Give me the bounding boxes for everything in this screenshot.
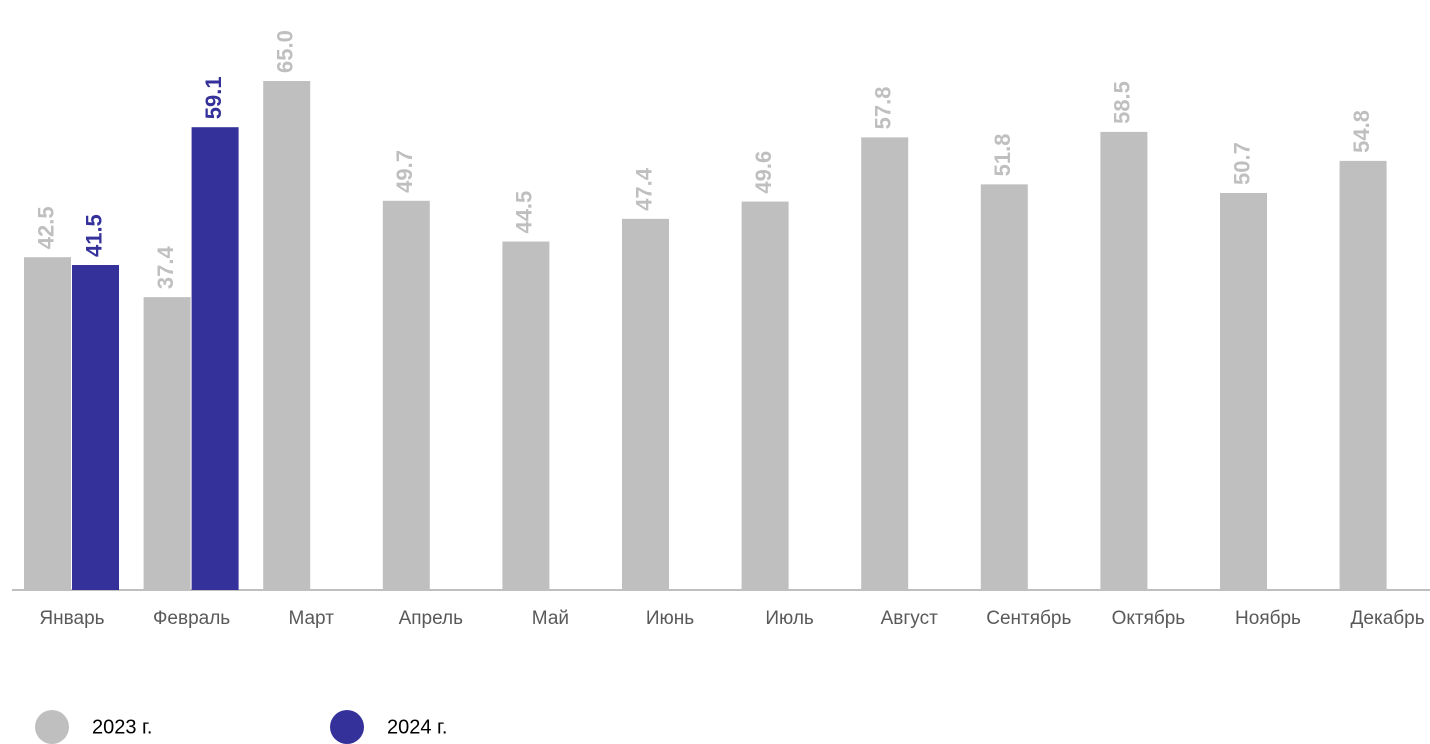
value-label: 51.8 [990,134,1015,177]
x-tick-label: Апрель [399,608,464,629]
value-label: 37.4 [153,246,178,290]
bar [1339,160,1387,590]
bar [741,201,789,590]
legend-label: 2023 г. [92,716,152,738]
bar [861,137,909,591]
value-label: 65.0 [273,30,298,73]
value-label: 42.5 [33,206,58,249]
value-label: 47.4 [631,167,656,211]
x-tick-label: Февраль [153,608,230,629]
value-label: 54.8 [1349,110,1374,153]
bar [502,241,550,590]
value-label: 59.1 [201,76,226,119]
x-tick-label: Июль [765,608,814,629]
bar [980,184,1028,590]
bar [191,127,239,590]
bar [263,81,311,590]
bar [72,265,119,590]
bar [143,297,191,590]
x-tick-label: Декабрь [1351,608,1425,629]
legend-marker [35,710,69,744]
bar [1100,131,1148,590]
value-label: 49.7 [392,150,417,193]
x-tick-label: Ноябрь [1235,608,1301,629]
bar [1220,192,1267,591]
x-tick-label: Май [532,608,569,629]
legend-label: 2024 г. [387,716,447,738]
x-tick-label: Сентябрь [986,608,1071,629]
x-tick-label: Январь [39,608,104,629]
value-label: 49.6 [751,151,776,194]
bar [382,200,430,590]
value-label: 57.8 [871,87,896,130]
value-label: 44.5 [512,191,537,234]
x-tick-label: Март [288,608,334,629]
legend-marker [330,710,364,744]
x-tick-label: Октябрь [1112,608,1186,629]
x-tick-label: Август [881,608,938,629]
value-label: 50.7 [1229,142,1254,185]
x-tick-label: Июнь [646,608,694,629]
bar [622,218,669,590]
bar [24,257,71,590]
value-label: 58.5 [1110,81,1135,124]
value-label: 41.5 [81,214,106,257]
